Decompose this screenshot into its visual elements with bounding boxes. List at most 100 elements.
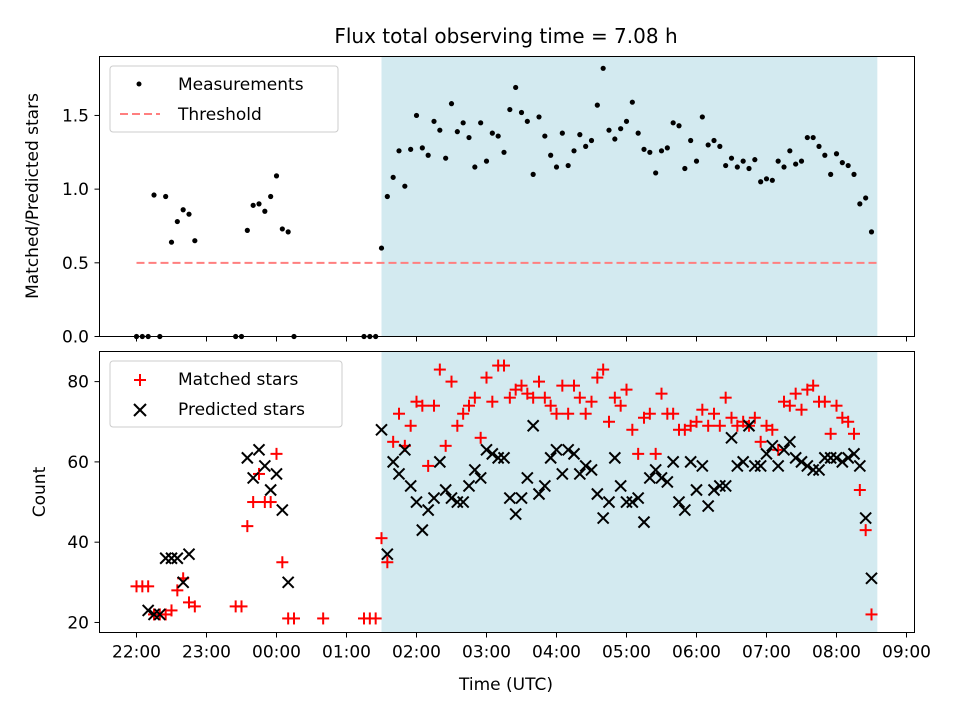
measurement-point xyxy=(279,226,285,232)
measurement-point xyxy=(781,164,787,170)
predicted-stars-point xyxy=(392,467,406,481)
measurement-point xyxy=(734,164,740,170)
predicted-stars-point xyxy=(830,451,843,465)
x-tick-label: 02:00 xyxy=(392,643,441,663)
measurement-point xyxy=(682,165,688,172)
y-tick-label: 0.5 xyxy=(62,254,89,274)
predicted-stars-point xyxy=(270,467,283,481)
matched-stars-point xyxy=(463,399,475,412)
matched-stars-point xyxy=(585,395,598,408)
measurement-point xyxy=(577,132,583,138)
measurement-point xyxy=(693,158,700,164)
predicted-stars-point xyxy=(678,503,692,517)
chart-title: Flux total observing time = 7.08 h xyxy=(334,24,677,48)
matched-stars-point xyxy=(789,387,802,400)
predicted-stars-point xyxy=(451,495,464,509)
x-tick-label: 04:00 xyxy=(532,643,581,663)
measurement-point xyxy=(822,152,828,158)
matched-stars-point xyxy=(562,407,575,420)
measurement-point xyxy=(717,143,723,149)
x-tick-label: 03:00 xyxy=(462,643,511,663)
x-tick-label: 07:00 xyxy=(742,643,791,663)
measurement-point xyxy=(816,143,822,149)
matched-stars-point xyxy=(865,608,878,621)
measurement-point xyxy=(623,118,630,124)
measurement-point xyxy=(553,164,560,170)
measurement-point xyxy=(763,176,770,182)
matched-stars-point xyxy=(375,532,388,545)
measurement-point xyxy=(641,146,647,152)
predicted-stars-point xyxy=(532,487,546,501)
measurement-point xyxy=(705,142,711,148)
predicted-stars-point xyxy=(252,443,266,457)
predicted-stars-point xyxy=(608,451,622,465)
measurement-point xyxy=(676,123,682,129)
legend-swatch-predicted-stars xyxy=(133,403,147,417)
matched-stars-point xyxy=(474,431,487,444)
predicted-stars-point xyxy=(812,463,826,477)
predicted-stars-point xyxy=(439,483,452,497)
matched-stars-point xyxy=(171,584,184,597)
predicted-stars-point xyxy=(579,459,592,473)
matched-stars-point xyxy=(772,443,785,456)
predicted-stars-point xyxy=(445,491,458,505)
x-tick-label: 23:00 xyxy=(182,643,231,663)
predicted-stars-point xyxy=(497,451,511,465)
predicted-stars-point xyxy=(521,471,534,485)
measurement-point xyxy=(250,202,256,208)
matched-stars-point xyxy=(264,496,277,509)
measurement-point xyxy=(443,155,449,161)
legend-swatch-measurements xyxy=(136,81,142,87)
measurement-point xyxy=(594,102,600,108)
predicted-stars-point xyxy=(573,467,587,481)
count-legend-box xyxy=(109,360,343,428)
predicted-stars-point xyxy=(789,451,802,465)
matched-stars-point xyxy=(579,407,592,420)
matched-stars-point xyxy=(288,612,300,625)
y-tick-label: 0.0 xyxy=(62,328,89,348)
measurement-point xyxy=(653,170,659,176)
legend-label-measurements: Measurements xyxy=(178,75,304,95)
matched-stars-point xyxy=(270,447,283,460)
x-tick-label: 22:00 xyxy=(112,643,161,663)
matched-stars-point xyxy=(754,435,767,448)
matched-stars-point xyxy=(235,600,248,613)
matched-stars-point xyxy=(632,447,645,460)
matched-stars-point xyxy=(457,407,470,420)
matched-stars-point xyxy=(515,379,528,392)
measurement-point xyxy=(752,157,758,163)
predicted-stars-point xyxy=(643,471,657,485)
measurement-point xyxy=(466,134,472,141)
matched-stars-point xyxy=(527,391,540,404)
matched-stars-point xyxy=(550,407,563,420)
matched-stars-point xyxy=(649,447,662,460)
measurement-point xyxy=(542,133,548,139)
measurement-point xyxy=(804,134,810,141)
matched-stars-point xyxy=(439,439,452,452)
count-panel-frame xyxy=(99,351,915,633)
predicted-stars-point xyxy=(731,459,744,473)
count-panel-ylabel: Count xyxy=(30,466,50,517)
matched-stars-point xyxy=(807,379,820,392)
measurement-point xyxy=(769,177,775,183)
legend-label-matched-stars: Matched stars xyxy=(178,370,298,390)
predicted-stars-point xyxy=(754,459,767,473)
predicted-stars-point xyxy=(736,455,750,469)
predicted-stars-point xyxy=(276,503,289,517)
measurement-point xyxy=(472,164,478,170)
x-tick-label: 06:00 xyxy=(672,643,721,663)
y-tick-label: 1.0 xyxy=(62,180,89,200)
count-panel: 20 40 60 80 22:00 23:00 00:00 01:00 02:00 03:00 0… xyxy=(30,351,931,663)
measurement-point xyxy=(524,118,530,124)
predicted-stars-point xyxy=(806,463,820,477)
y-tick-label: 1.5 xyxy=(62,106,89,126)
measurement-point xyxy=(413,112,420,119)
predicted-stars-point xyxy=(777,443,791,457)
predicted-stars-point xyxy=(771,459,785,473)
measurement-point xyxy=(419,145,425,151)
measurement-point xyxy=(454,129,460,135)
predicted-stars-point xyxy=(847,447,861,461)
predicted-stars-point xyxy=(567,447,581,461)
predicted-stars-point xyxy=(491,451,505,465)
measurement-point xyxy=(571,148,577,154)
